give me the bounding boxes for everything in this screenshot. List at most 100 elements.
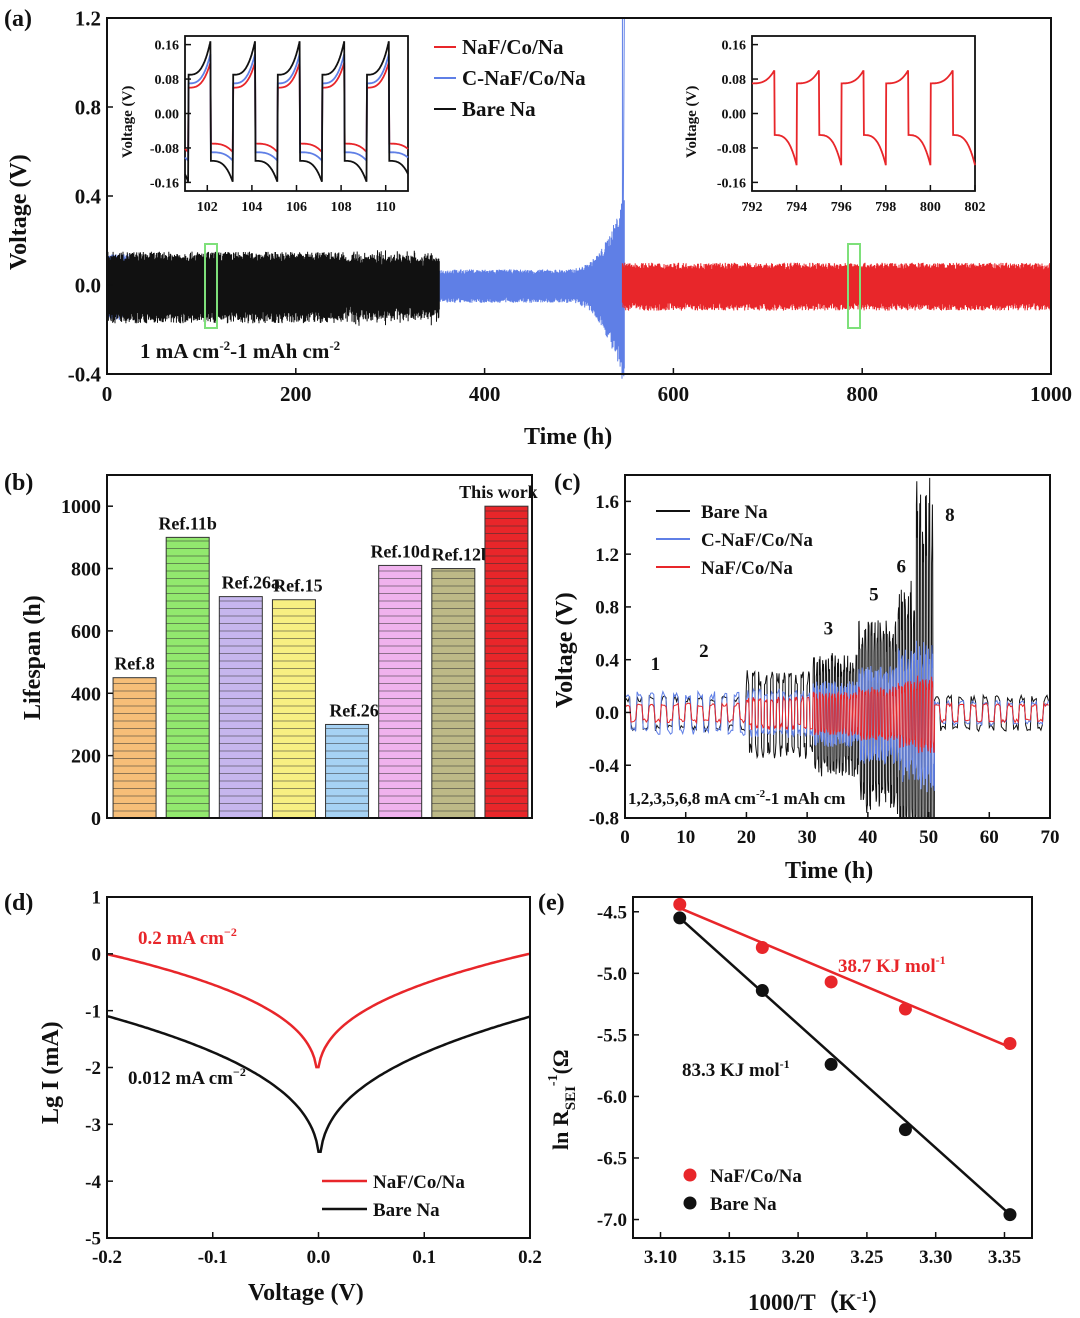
panel-e-frame xyxy=(632,896,1033,1239)
panel-a-ylabel: Voltage (V) xyxy=(6,154,32,270)
e-point-bare-na xyxy=(755,984,769,998)
panel-e-marks xyxy=(673,897,1017,1222)
panel-c-ylabel: Voltage (V) xyxy=(552,592,578,708)
d-ytick-label: -5 xyxy=(85,1229,101,1250)
inset-right-ylabel: Voltage (V) xyxy=(684,86,700,158)
inset2-xtick-label: 794 xyxy=(786,200,807,215)
a-series-naf-co-na xyxy=(621,262,1052,311)
c-rate-label-8: 8 xyxy=(945,505,955,526)
c-legend-label-naf: NaF/Co/Na xyxy=(701,558,793,579)
inset-left-frame xyxy=(184,35,409,192)
b-ytick-label: 200 xyxy=(71,746,101,768)
d-xtick-label: 0.0 xyxy=(307,1247,331,1268)
b-bar-label: Ref.8 xyxy=(114,654,154,674)
panel-d: (d) -0.2 -0.1 0.0 0.1 0.2 1 0 -1 -2 -3 -4 -5 Voltag… xyxy=(4,888,542,1306)
inset1-ytick-label: -0.08 xyxy=(150,142,179,157)
d-ytick-label: -3 xyxy=(85,1115,101,1136)
b-ytick-label: 600 xyxy=(71,621,101,643)
inset-left-traces xyxy=(184,41,409,182)
panel-a-xlabel: Time (h) xyxy=(524,424,612,450)
e-xtick-label: 3.10 xyxy=(644,1247,677,1268)
d-xtick-label: 0.1 xyxy=(412,1247,436,1268)
e-fit-naf-co-na xyxy=(679,906,1011,1049)
b-bar-label: Ref.26a xyxy=(222,573,280,593)
c-ytick-label: 0.8 xyxy=(595,598,619,619)
a-ytick-label: 1.2 xyxy=(75,6,101,30)
c-ytick-label: -0.8 xyxy=(589,809,619,830)
panel-d-traces xyxy=(106,952,531,1154)
panel-c-xlabel: Time (h) xyxy=(785,858,873,884)
panel-a-annotation: 1 mA cm-2-1 mAh cm-2 xyxy=(140,338,340,363)
inset1-xtick-label: 106 xyxy=(286,200,307,215)
e-label-ea-bare: 83.3 KJ mol-1 xyxy=(682,1057,790,1081)
a-ytick-label: 0.8 xyxy=(75,95,101,119)
inset2-ytick-label: 0.00 xyxy=(722,107,747,122)
panel-c-annotation: 1,2,3,5,6,8 mA cm-2-1 mAh cm xyxy=(628,788,845,808)
e-fit-bare-na xyxy=(678,916,1011,1216)
inset1-ytick-label: 0.08 xyxy=(155,73,180,88)
c-xtick-label: 70 xyxy=(1041,827,1060,848)
b-bar-label: Ref.12b xyxy=(432,545,492,565)
inset1-ytick-label: 0.16 xyxy=(155,39,180,54)
d-ytick-label: -2 xyxy=(85,1058,101,1079)
d-ytick-label: 1 xyxy=(92,888,102,909)
inset1-xtick-label: 110 xyxy=(376,200,396,215)
panel-c-traces xyxy=(624,477,1049,819)
c-rate-label-6: 6 xyxy=(897,557,907,578)
inset-right-traces xyxy=(752,69,976,166)
e-xtick-label: 3.15 xyxy=(713,1247,746,1268)
inset2-naf xyxy=(752,69,976,166)
panel-b-frame xyxy=(106,474,533,819)
inset1-naf xyxy=(184,62,409,155)
a-xtick-label: 400 xyxy=(469,382,501,406)
a-ytick-label: 0.0 xyxy=(75,273,101,297)
e-xtick-label: 3.30 xyxy=(919,1247,952,1268)
inset2-ytick-label: 0.16 xyxy=(722,39,747,54)
inset2-xtick-label: 802 xyxy=(965,200,986,215)
e-legend-label-naf: NaF/Co/Na xyxy=(710,1166,802,1187)
inset1-ytick-label: -0.16 xyxy=(150,176,179,191)
inset-right-ticks: 792 794 796 798 800 802 0.16 0.08 0.00 -0.08 -0.16 xyxy=(717,39,986,215)
panel-a: (a) 0 200 400 600 800 1000 -0.4 0.0 0.4 0.8 1.2 Ti… xyxy=(4,6,1072,450)
legend-label-bare: Bare Na xyxy=(462,97,536,121)
panel-e-label: (e) xyxy=(538,890,565,916)
e-xtick-label: 3.20 xyxy=(781,1247,814,1268)
e-label-ea-naf: 38.7 KJ mol-1 xyxy=(838,953,946,977)
c-xtick-label: 60 xyxy=(980,827,999,848)
panel-e-ylabel: ln RSEI-1(Ω xyxy=(546,1049,579,1150)
panel-d-xlabel: Voltage (V) xyxy=(248,1280,364,1306)
panel-e-ticks: 3.10 3.15 3.20 3.25 3.30 3.35 -4.5 -5.0 -5.5 -6.0… xyxy=(597,902,1021,1268)
b-bar-ref-10d xyxy=(378,564,423,819)
b-bar-label: This work xyxy=(459,482,538,502)
d-legend-label-naf: NaF/Co/Na xyxy=(373,1172,465,1193)
panel-c: (c) 0 10 20 30 40 50 60 70 -0.8 -0.4 0.0 0.4 0.8 1.2 1… xyxy=(552,470,1060,884)
e-point-bare-na xyxy=(673,911,687,925)
panel-a-ticks: 0 200 400 600 800 1000 -0.4 0.0 0.4 0.8 1.2 xyxy=(68,6,1072,406)
d-ytick-label: 0 xyxy=(92,944,102,965)
b-bar-ref-26a xyxy=(218,596,263,819)
inset-left-ylabel: Voltage (V) xyxy=(120,86,136,158)
d-xtick-label: -0.2 xyxy=(92,1247,122,1268)
b-bar-ref-11b xyxy=(165,536,210,819)
inset1-xtick-label: 104 xyxy=(241,200,262,215)
b-bar-ref-15 xyxy=(271,599,316,819)
a-xtick-label: 200 xyxy=(280,382,312,406)
c-xtick-label: 30 xyxy=(798,827,817,848)
panel-e: (e) 3.10 3.15 3.20 3.25 3.30 3.35 -4.5 -5.0 -5.5… xyxy=(538,890,1033,1315)
e-ytick-label: -6.0 xyxy=(597,1087,627,1108)
b-ytick-label: 800 xyxy=(71,559,101,581)
c-xtick-label: 50 xyxy=(919,827,938,848)
inset2-xtick-label: 800 xyxy=(920,200,941,215)
a-series-bare-na xyxy=(106,250,440,326)
d-series-bare-na xyxy=(106,1015,531,1154)
b-bar-ref-8 xyxy=(112,677,157,819)
c-ytick-label: 0.0 xyxy=(595,703,619,724)
b-bar-this-work xyxy=(484,505,529,819)
b-ytick-label: 0 xyxy=(91,808,101,830)
e-ytick-label: -6.5 xyxy=(597,1149,627,1170)
c-series-naf xyxy=(624,675,1049,754)
inset1-xtick-label: 108 xyxy=(331,200,352,215)
inset2-ytick-label: 0.08 xyxy=(722,73,747,88)
e-point-naf-co-na xyxy=(1003,1036,1017,1050)
b-bar-label: Ref.11b xyxy=(158,513,217,533)
